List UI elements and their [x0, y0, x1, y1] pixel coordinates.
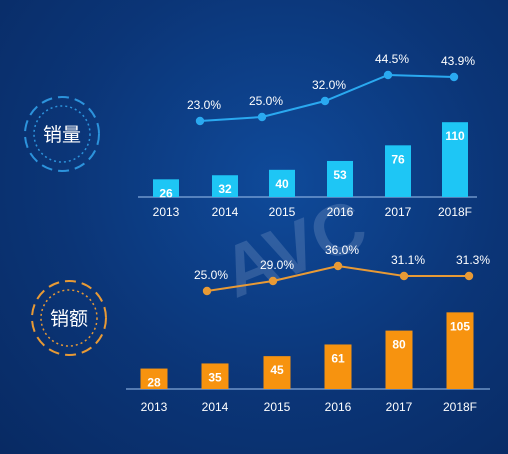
- growth-line-series: 23.0% 25.0% 32.0% 44.5% 43.9%: [187, 52, 475, 126]
- bar-2013: [140, 368, 168, 389]
- bar-2016: [324, 344, 352, 389]
- growth-point-2014: [195, 116, 205, 126]
- bar-value-label: 110: [445, 129, 465, 143]
- x-tick-label: 2014: [202, 400, 229, 414]
- bar-2017: [385, 145, 411, 197]
- bar-value-label: 32: [218, 182, 232, 196]
- x-tick-label: 2018F: [438, 205, 472, 219]
- sales-volume-badge: 销量: [24, 96, 100, 172]
- sales-revenue-badge: 销额: [31, 280, 107, 356]
- growth-point-2017: [399, 271, 409, 281]
- bar-2018F: [446, 312, 474, 389]
- x-tick-label: 2017: [385, 205, 412, 219]
- bar-value-label: 40: [275, 177, 289, 191]
- sales-volume-label: 销量: [43, 124, 81, 146]
- bar-series: 26 32 40 53 76 110: [153, 122, 468, 200]
- bar-value-label: 80: [392, 338, 406, 352]
- growth-value-label: 31.1%: [391, 253, 425, 267]
- bar-2016: [327, 160, 353, 197]
- bar-value-label: 53: [333, 168, 347, 182]
- x-tick-label: 2017: [386, 400, 413, 414]
- bar-series: 28 35 45 61 80 105: [140, 312, 474, 390]
- sales-revenue-label: 销额: [50, 308, 88, 330]
- growth-point-2014: [202, 286, 212, 296]
- bar-2015: [263, 356, 291, 389]
- bar-value-label: 105: [450, 319, 470, 333]
- bar-2017: [385, 330, 413, 389]
- sales-revenue-chart: 销额 28 35 45 61 80 105 25.0% 29.0% 36.0% 31.1% 31.…: [31, 243, 490, 414]
- bar-value-label: 26: [159, 186, 173, 200]
- badge-inner-ring: [33, 105, 91, 163]
- x-axis-labels: 2013 2014 2015 2016 2017 2018F: [141, 400, 477, 414]
- bar-2014: [201, 363, 229, 389]
- bar-2013: [153, 179, 179, 197]
- growth-value-label: 44.5%: [375, 52, 409, 66]
- bar-2018F: [442, 122, 468, 197]
- badge-outer-ring: [24, 96, 100, 172]
- sales-volume-chart: 销量 26 32 40 53 76 110 23.0% 25.0% 32.0% 44.5% 43.…: [24, 52, 477, 219]
- growth-point-2015: [268, 276, 278, 286]
- bar-2014: [212, 175, 238, 197]
- growth-value-label: 25.0%: [249, 94, 283, 108]
- bar-value-label: 61: [331, 351, 345, 365]
- x-tick-label: 2013: [141, 400, 168, 414]
- growth-value-label: 23.0%: [187, 98, 221, 112]
- bar-2015: [269, 169, 295, 197]
- x-tick-label: 2015: [269, 205, 296, 219]
- growth-value-label: 43.9%: [441, 54, 475, 68]
- bar-value-label: 76: [391, 152, 405, 166]
- growth-point-2015: [257, 112, 267, 122]
- growth-value-label: 25.0%: [194, 268, 228, 282]
- x-tick-label: 2016: [325, 400, 352, 414]
- growth-point-2018F: [464, 271, 474, 281]
- x-axis-labels: 2013 2014 2015 2016 2017 2018F: [153, 205, 472, 219]
- growth-point-2016: [320, 96, 330, 106]
- x-tick-label: 2013: [153, 205, 180, 219]
- bar-value-label: 35: [208, 370, 222, 384]
- badge-outer-ring: [31, 280, 107, 356]
- growth-line-series: 25.0% 29.0% 36.0% 31.1% 31.3%: [194, 243, 490, 296]
- x-tick-label: 2014: [212, 205, 239, 219]
- growth-value-label: 31.3%: [456, 253, 490, 267]
- growth-point-2018F: [449, 72, 459, 82]
- growth-value-label: 32.0%: [312, 78, 346, 92]
- badge-inner-ring: [40, 289, 98, 347]
- bar-value-label: 28: [147, 376, 161, 390]
- bar-value-label: 45: [270, 363, 284, 377]
- growth-value-label: 29.0%: [260, 258, 294, 272]
- growth-point-2017: [383, 70, 393, 80]
- x-tick-label: 2015: [264, 400, 291, 414]
- growth-value-label: 36.0%: [325, 243, 359, 257]
- x-tick-label: 2016: [327, 205, 354, 219]
- x-tick-label: 2018F: [443, 400, 477, 414]
- growth-point-2016: [333, 261, 343, 271]
